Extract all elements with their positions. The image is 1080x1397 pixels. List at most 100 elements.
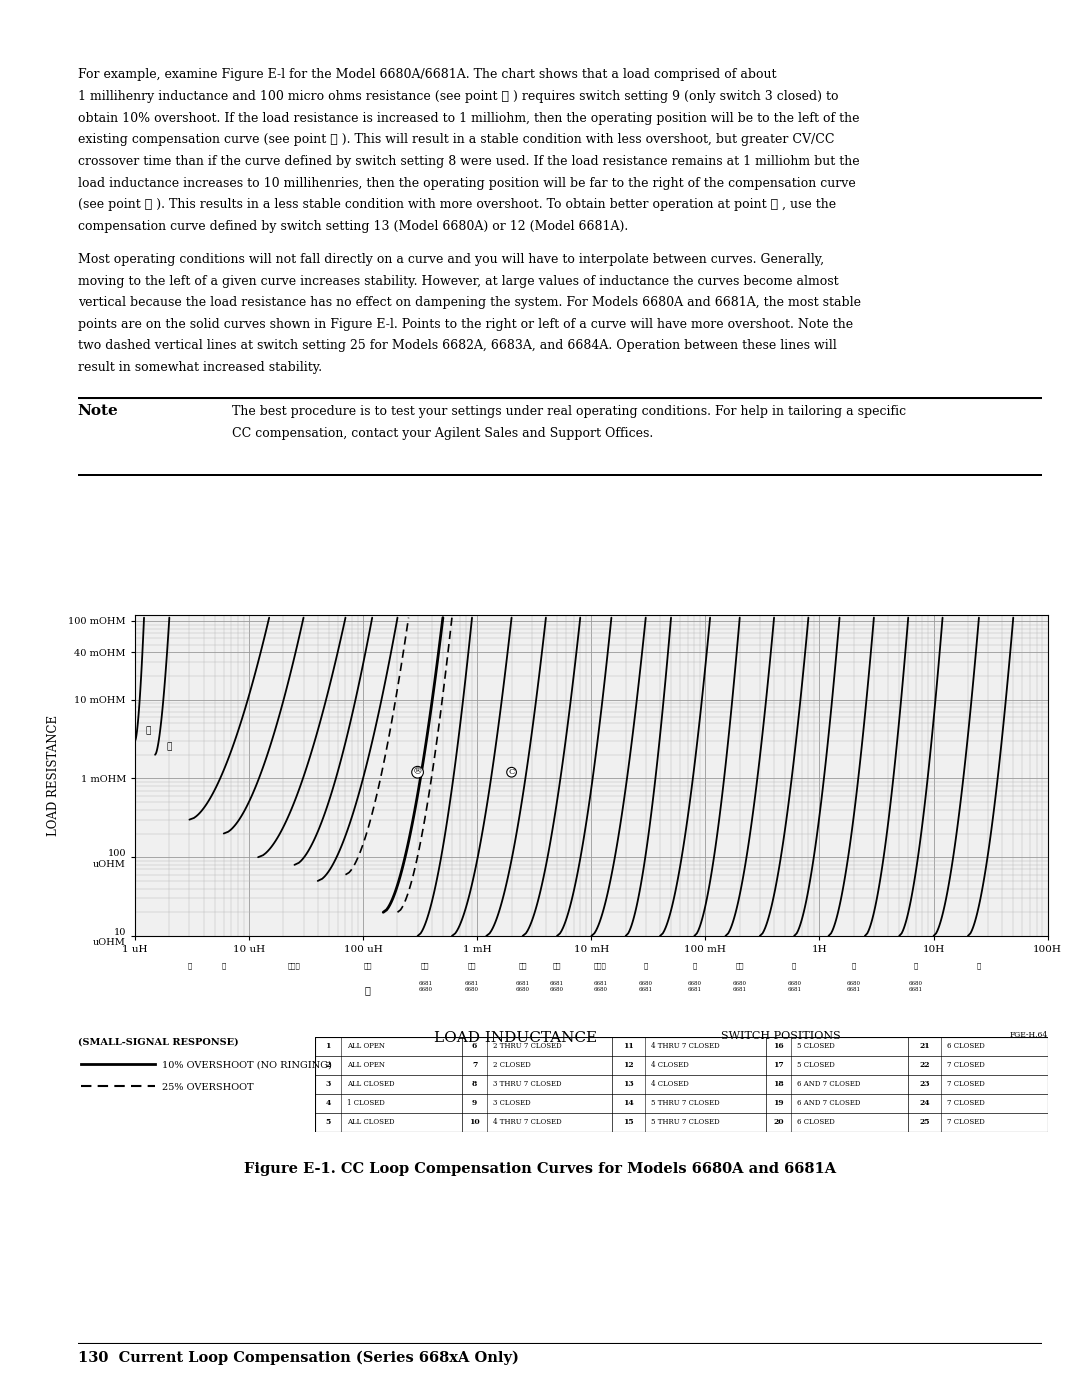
Text: 19: 19 [773,1099,784,1106]
Text: 3: 3 [325,1080,330,1088]
Text: LOAD INDUCTANCE: LOAD INDUCTANCE [434,1031,597,1045]
Text: 25: 25 [920,1118,930,1126]
Text: 6680
6681: 6680 6681 [638,981,652,992]
Text: 4 CLOSED: 4 CLOSED [651,1080,688,1088]
Text: 6 CLOSED: 6 CLOSED [797,1118,835,1126]
Text: 16: 16 [773,1042,784,1051]
Text: 18: 18 [773,1080,784,1088]
Text: 6680
6681: 6680 6681 [787,981,801,992]
Text: 2 CLOSED: 2 CLOSED [494,1060,531,1069]
Text: For example, examine Figure E-l for the Model 6680A/6681A. The chart shows that : For example, examine Figure E-l for the … [78,68,777,81]
Text: ㉕: ㉕ [914,961,918,970]
Text: 10% OVERSHOOT (NO RINGING): 10% OVERSHOOT (NO RINGING) [162,1060,332,1069]
Text: vertical because the load resistance has no effect on dampening the system. For : vertical because the load resistance has… [78,296,861,309]
Text: 1: 1 [325,1042,330,1051]
Text: (see point Ⓒ ). This results in a less stable condition with more overshoot. To : (see point Ⓒ ). This results in a less s… [78,198,836,211]
Text: 6681
6680: 6681 6680 [593,981,607,992]
Text: ㉑: ㉑ [644,961,648,970]
Text: Most operating conditions will not fall directly on a curve and you will have to: Most operating conditions will not fall … [78,253,824,265]
Text: 4 THRU 7 CLOSED: 4 THRU 7 CLOSED [494,1118,562,1126]
Text: 5: 5 [325,1118,330,1126]
Text: ①: ① [146,726,151,736]
Text: 6681
6680: 6681 6680 [465,981,480,992]
Text: 7 CLOSED: 7 CLOSED [947,1118,985,1126]
Text: 3 THRU 7 CLOSED: 3 THRU 7 CLOSED [494,1080,562,1088]
Text: 12: 12 [623,1060,634,1069]
Text: existing compensation curve (see point Ⓑ ). This will result in a stable conditi: existing compensation curve (see point Ⓑ… [78,133,834,147]
Text: ㉕: ㉕ [976,961,981,970]
Text: 130  Current Loop Compensation (Series 668xA Only): 130 Current Loop Compensation (Series 66… [78,1351,518,1365]
Text: ⑫⑬: ⑫⑬ [468,961,476,970]
Text: Note: Note [78,404,119,418]
Text: 6 CLOSED: 6 CLOSED [947,1042,985,1051]
Text: 6680
6681: 6680 6681 [687,981,701,992]
Text: 4 CLOSED: 4 CLOSED [651,1060,688,1069]
Text: 24: 24 [920,1099,930,1106]
Text: load inductance increases to 10 millihenries, then the operating position will b: load inductance increases to 10 millihen… [78,176,855,190]
Text: ALL CLOSED: ALL CLOSED [347,1080,394,1088]
Text: ㉕: ㉕ [852,961,856,970]
Text: 6 AND 7 CLOSED: 6 AND 7 CLOSED [797,1080,861,1088]
Text: 13: 13 [623,1080,634,1088]
Text: ㉓㉔: ㉓㉔ [735,961,744,970]
Text: 20: 20 [773,1118,784,1126]
Text: compensation curve defined by switch setting 13 (Model 6680A) or 12 (Model 6681A: compensation curve defined by switch set… [78,219,627,233]
Text: ⑧⑨: ⑧⑨ [364,961,373,970]
Text: 7 CLOSED: 7 CLOSED [947,1099,985,1106]
Text: 8: 8 [472,1080,477,1088]
Text: 6680
6681: 6680 6681 [732,981,746,992]
Text: 17: 17 [773,1060,784,1069]
Text: 2: 2 [325,1060,330,1069]
Text: 5 THRU 7 CLOSED: 5 THRU 7 CLOSED [651,1118,719,1126]
Text: SWITCH POSITIONS: SWITCH POSITIONS [721,1031,840,1041]
Text: 7 CLOSED: 7 CLOSED [947,1080,985,1088]
Text: ALL OPEN: ALL OPEN [347,1060,384,1069]
Text: 5 CLOSED: 5 CLOSED [797,1042,835,1051]
Text: ⑱⑲⑳: ⑱⑲⑳ [594,961,607,970]
Text: 4 THRU 7 CLOSED: 4 THRU 7 CLOSED [651,1042,719,1051]
Text: ㉕: ㉕ [792,961,796,970]
Text: 6: 6 [472,1042,477,1051]
Text: 7: 7 [472,1060,477,1069]
Text: crossover time than if the curve defined by switch setting 8 were used. If the l: crossover time than if the curve defined… [78,155,860,168]
Text: 14: 14 [623,1099,634,1106]
Text: ②: ② [166,743,172,752]
Text: 5 THRU 7 CLOSED: 5 THRU 7 CLOSED [651,1099,719,1106]
Text: 1 CLOSED: 1 CLOSED [347,1099,384,1106]
Text: 1 millihenry inductance and 100 micro ohms resistance (see point Ⓐ ) requires sw: 1 millihenry inductance and 100 micro oh… [78,91,838,103]
Text: ③: ③ [187,961,191,970]
Text: C: C [509,768,515,777]
Text: CC compensation, contact your Agilent Sales and Support Offices.: CC compensation, contact your Agilent Sa… [232,426,653,440]
Text: 6680
6681: 6680 6681 [847,981,861,992]
Text: 4: 4 [325,1099,330,1106]
Text: ®: ® [413,768,422,777]
Text: 23: 23 [920,1080,930,1088]
Text: 9: 9 [472,1099,477,1106]
Text: obtain 10% overshoot. If the load resistance is increased to 1 milliohm, then th: obtain 10% overshoot. If the load resist… [78,112,860,124]
Text: 25% OVERSHOOT: 25% OVERSHOOT [162,1083,254,1091]
Text: ㉒: ㉒ [692,961,697,970]
Text: result in somewhat increased stability.: result in somewhat increased stability. [78,360,322,374]
Text: 10: 10 [469,1118,480,1126]
Text: 3 CLOSED: 3 CLOSED [494,1099,531,1106]
Text: The best procedure is to test your settings under real operating conditions. For: The best procedure is to test your setti… [232,405,906,418]
Text: 11: 11 [623,1042,634,1051]
Text: 5 CLOSED: 5 CLOSED [797,1060,835,1069]
Y-axis label: LOAD RESISTANCE: LOAD RESISTANCE [48,715,60,835]
Text: 7 CLOSED: 7 CLOSED [947,1060,985,1069]
Text: 15: 15 [623,1118,634,1126]
Text: two dashed vertical lines at switch setting 25 for Models 6682A, 6683A, and 6684: two dashed vertical lines at switch sett… [78,339,837,352]
Text: ④: ④ [221,961,226,970]
Text: ⑭⑮: ⑭⑮ [518,961,527,970]
Text: FGE-H.64: FGE-H.64 [1010,1031,1048,1039]
Text: points are on the solid curves shown in Figure E-l. Points to the right or left : points are on the solid curves shown in … [78,317,853,331]
Text: 21: 21 [920,1042,930,1051]
Text: ALL OPEN: ALL OPEN [347,1042,384,1051]
Text: 6681
6680: 6681 6680 [515,981,529,992]
Text: ALL CLOSED: ALL CLOSED [347,1118,394,1126]
Text: Ⓐ: Ⓐ [365,986,370,995]
Text: 22: 22 [920,1060,930,1069]
Text: 2 THRU 7 CLOSED: 2 THRU 7 CLOSED [494,1042,562,1051]
Text: (SMALL-SIGNAL RESPONSE): (SMALL-SIGNAL RESPONSE) [78,1038,239,1046]
Text: 6681
6680: 6681 6680 [550,981,564,992]
